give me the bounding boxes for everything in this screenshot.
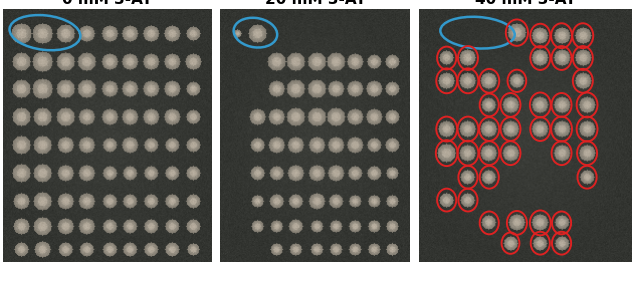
Text: 20 mM 3-AT: 20 mM 3-AT xyxy=(265,0,366,7)
Text: 40 mM 3-AT: 40 mM 3-AT xyxy=(475,0,576,7)
Text: 0 mM 3-AT: 0 mM 3-AT xyxy=(63,0,153,7)
